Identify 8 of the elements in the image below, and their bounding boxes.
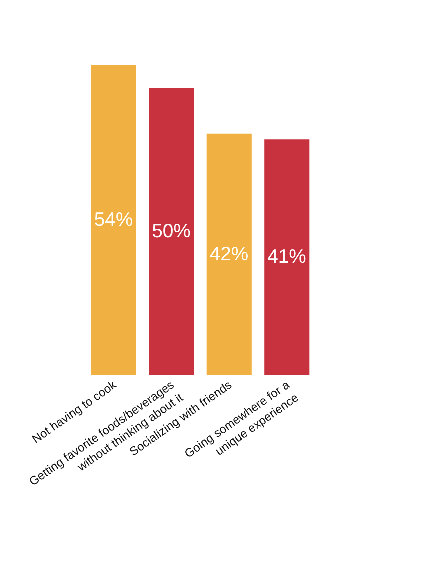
- bar: [206, 134, 252, 375]
- data-label: 50%: [152, 220, 191, 242]
- data-label: 41%: [268, 246, 306, 268]
- data-label: 54%: [94, 208, 134, 231]
- bar: [149, 88, 194, 375]
- bar: [264, 140, 310, 375]
- data-label: 42%: [210, 243, 249, 266]
- bar: [91, 65, 136, 375]
